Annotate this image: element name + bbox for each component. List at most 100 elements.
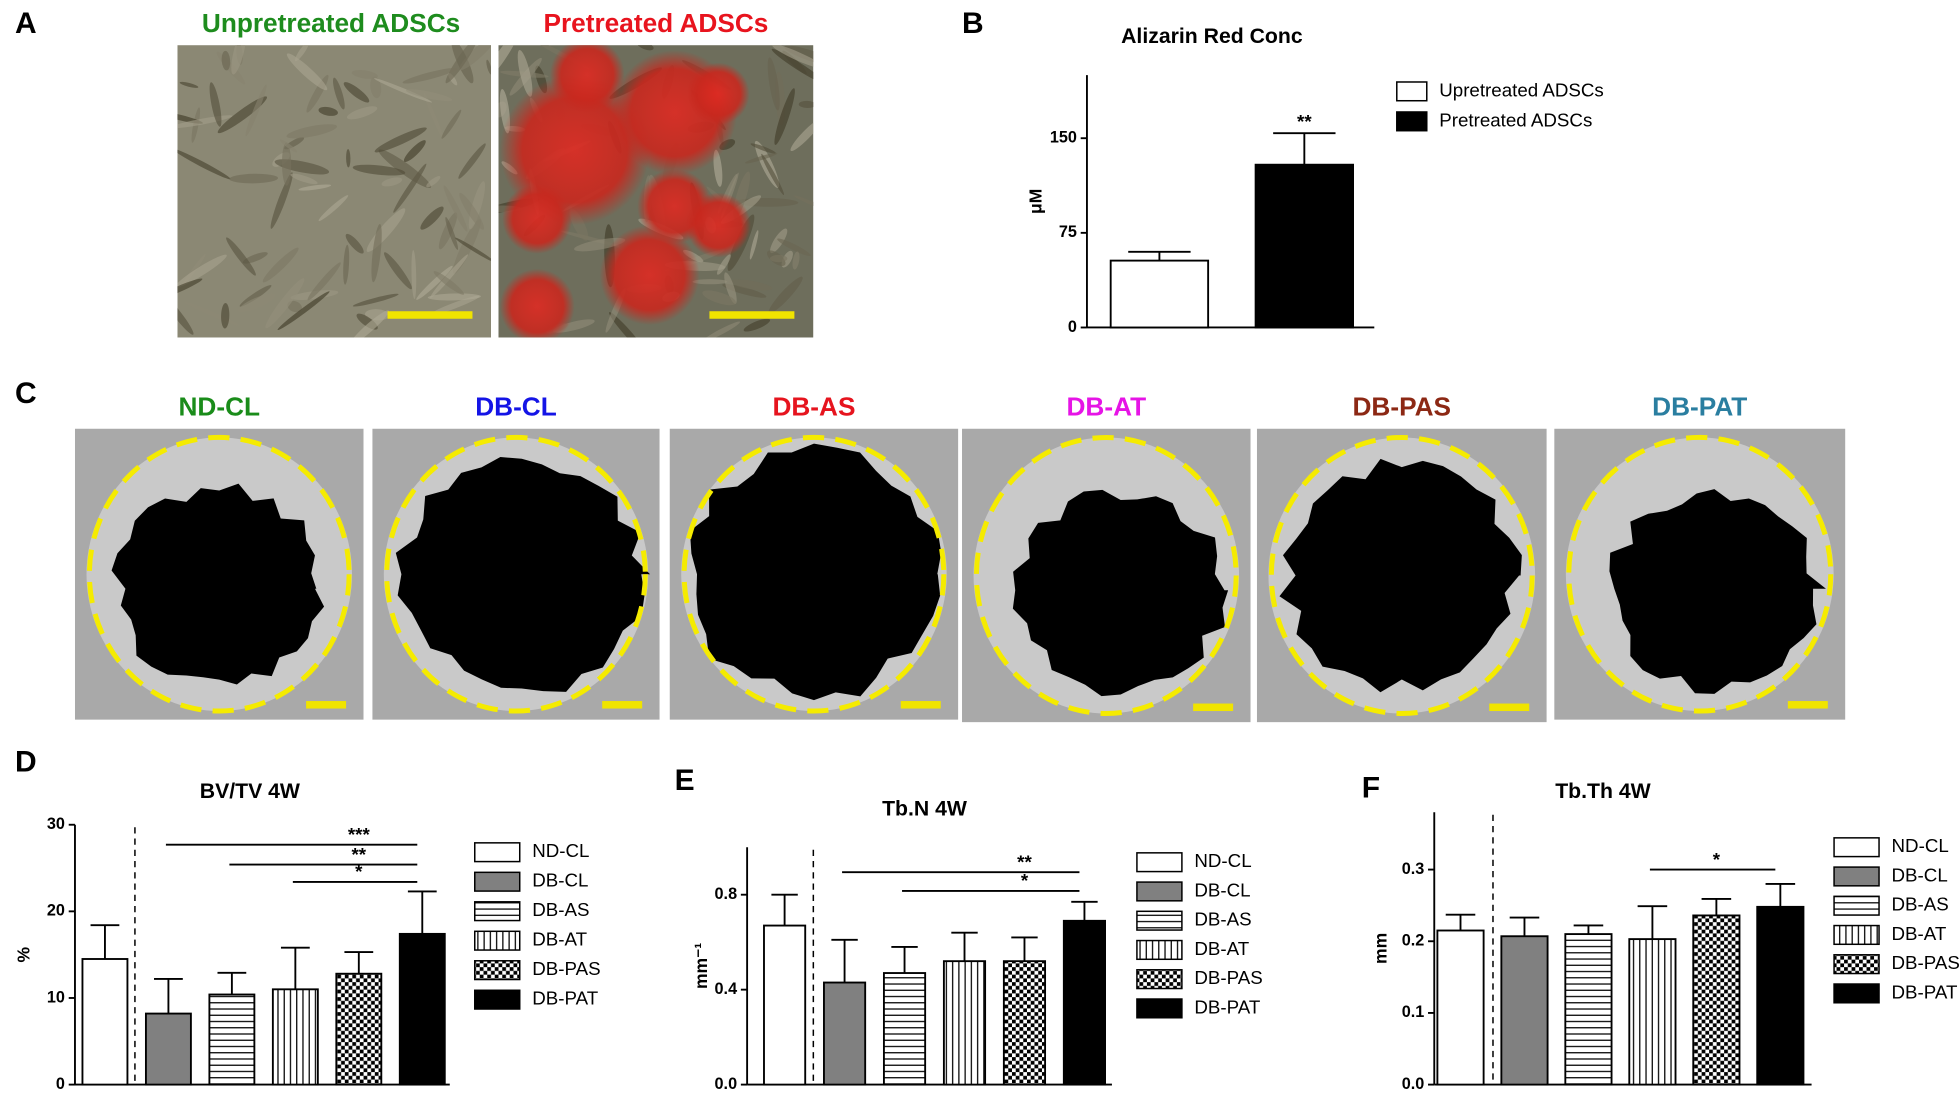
legend-label: DB-AT xyxy=(532,929,587,950)
microct-content xyxy=(372,428,660,720)
cell xyxy=(426,176,441,188)
cell xyxy=(458,143,486,179)
legend-label: DB-AS xyxy=(532,899,589,920)
legend-label: DB-PAT xyxy=(1892,981,1958,1002)
cell xyxy=(517,49,533,97)
bar xyxy=(823,981,867,1086)
legend-swatch xyxy=(1136,852,1183,873)
cell xyxy=(209,82,222,127)
cell xyxy=(771,45,814,69)
stain xyxy=(502,183,573,254)
micrograph xyxy=(498,45,814,338)
cell xyxy=(345,233,364,254)
legend-label: DB-CL xyxy=(532,870,588,891)
cell xyxy=(411,249,417,300)
cell xyxy=(459,45,491,71)
cell xyxy=(403,140,426,163)
bar-chart: Alizarin Red Conc μM 0 75 150 Upretreated ADS… xyxy=(1026,25,1604,336)
cell xyxy=(429,295,480,316)
legend-swatch xyxy=(1833,954,1880,975)
cell xyxy=(790,119,814,152)
cell xyxy=(221,50,231,71)
legend-label: DB-CL xyxy=(1194,879,1250,900)
y-tick-label: 0.1 xyxy=(1402,1003,1425,1021)
cell xyxy=(761,153,785,196)
significance: ** xyxy=(352,844,367,865)
chart-title: Tb.N 4W xyxy=(882,797,967,820)
stain xyxy=(685,192,751,258)
y-tick-label: 10 xyxy=(47,988,65,1006)
image-label: Unpretreated ADSCs xyxy=(202,8,460,38)
significance: ** xyxy=(1017,851,1032,872)
cell xyxy=(346,106,378,120)
microct-content xyxy=(669,428,959,720)
cell xyxy=(370,76,382,99)
y-tick-label: 0.0 xyxy=(715,1075,738,1093)
significance: ** xyxy=(1297,111,1312,132)
legend-swatch xyxy=(1833,924,1880,946)
cell xyxy=(343,244,350,285)
cell xyxy=(277,291,330,331)
y-axis-label: mm⁻¹ xyxy=(691,943,711,989)
bar xyxy=(1564,933,1613,1086)
legend-swatch xyxy=(1136,910,1183,931)
cell xyxy=(378,149,432,189)
legend-label: DB-AT xyxy=(1892,923,1947,944)
cell xyxy=(374,78,433,103)
legend-label: DB-AT xyxy=(1194,938,1249,959)
microct-image xyxy=(1256,428,1547,723)
cell xyxy=(217,96,268,134)
micrograph xyxy=(177,45,491,338)
cell xyxy=(774,88,795,145)
legend-swatch xyxy=(474,989,521,1010)
bar xyxy=(942,960,987,1086)
cell xyxy=(402,67,457,84)
microct-image xyxy=(669,428,959,720)
cell xyxy=(298,184,332,191)
chart-title: Tb.Th 4W xyxy=(1555,780,1650,803)
photos xyxy=(74,45,1846,723)
scale-bar xyxy=(602,701,643,709)
legend-label: DB-AS xyxy=(1892,894,1949,915)
legend-label: Pretreated ADSCs xyxy=(1439,109,1592,130)
panel-letter: C xyxy=(15,377,37,410)
micrograph-content xyxy=(177,45,491,338)
bar xyxy=(1254,163,1354,329)
cell xyxy=(784,45,814,67)
cell xyxy=(438,212,458,250)
y-axis-label: mm xyxy=(1370,933,1390,964)
bar xyxy=(1002,960,1047,1086)
cell xyxy=(416,265,453,300)
y-tick-label: 0.4 xyxy=(715,980,738,998)
cell xyxy=(229,173,279,184)
cell xyxy=(270,172,293,229)
cell xyxy=(294,45,310,62)
scale-bar xyxy=(709,311,795,319)
scale-bar xyxy=(1787,701,1828,709)
legend-swatch xyxy=(1833,895,1880,916)
cell xyxy=(454,237,491,262)
cell xyxy=(729,279,773,291)
significance: * xyxy=(1713,849,1721,870)
microct-content xyxy=(1554,428,1846,720)
y-tick-label: 30 xyxy=(47,815,65,833)
cell xyxy=(245,84,267,137)
chart-title: BV/TV 4W xyxy=(200,780,300,803)
cell xyxy=(371,224,382,283)
defect-outline xyxy=(973,434,1239,716)
image-label: DB-PAT xyxy=(1652,392,1747,422)
cell xyxy=(768,276,803,314)
scale-bar xyxy=(1489,703,1530,712)
y-tick-label: 0 xyxy=(1068,318,1077,336)
y-tick-label: 0.2 xyxy=(1402,932,1425,950)
significance: *** xyxy=(348,824,371,845)
labels: A B C D E F Unpretreated ADSCs Pretreated ADSCs… xyxy=(15,7,1747,805)
defect xyxy=(1609,489,1826,694)
bar xyxy=(1500,935,1549,1086)
defect-outline xyxy=(1268,434,1535,716)
legend-swatch xyxy=(1396,111,1428,132)
cell xyxy=(769,254,788,263)
cell xyxy=(343,82,370,103)
legend-label: Upretreated ADSCs xyxy=(1439,79,1604,100)
